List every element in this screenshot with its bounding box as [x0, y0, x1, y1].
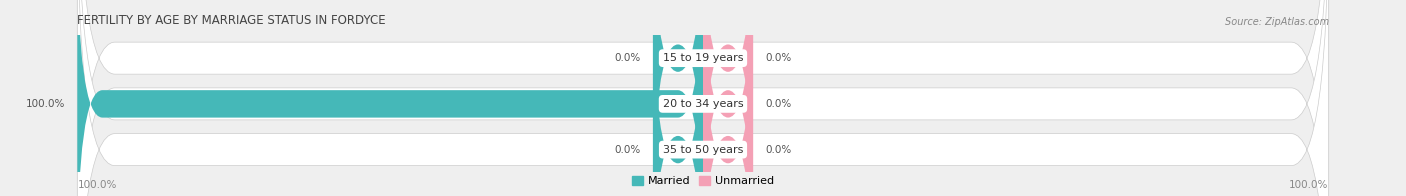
FancyBboxPatch shape — [703, 0, 754, 196]
FancyBboxPatch shape — [77, 0, 1329, 196]
FancyBboxPatch shape — [77, 0, 1329, 196]
FancyBboxPatch shape — [652, 0, 703, 196]
Text: 0.0%: 0.0% — [614, 53, 641, 63]
Text: FERTILITY BY AGE BY MARRIAGE STATUS IN FORDYCE: FERTILITY BY AGE BY MARRIAGE STATUS IN F… — [77, 15, 387, 27]
Text: 100.0%: 100.0% — [25, 99, 65, 109]
FancyBboxPatch shape — [652, 0, 703, 196]
Text: 0.0%: 0.0% — [765, 99, 792, 109]
Text: 0.0%: 0.0% — [765, 53, 792, 63]
Legend: Married, Unmarried: Married, Unmarried — [627, 171, 779, 191]
Text: 0.0%: 0.0% — [765, 145, 792, 155]
FancyBboxPatch shape — [77, 0, 1329, 196]
Text: 100.0%: 100.0% — [1289, 180, 1329, 190]
Text: 100.0%: 100.0% — [77, 180, 117, 190]
Text: 20 to 34 years: 20 to 34 years — [662, 99, 744, 109]
Text: Source: ZipAtlas.com: Source: ZipAtlas.com — [1225, 17, 1329, 27]
FancyBboxPatch shape — [703, 0, 754, 196]
FancyBboxPatch shape — [77, 0, 703, 196]
FancyBboxPatch shape — [703, 0, 754, 196]
Text: 35 to 50 years: 35 to 50 years — [662, 145, 744, 155]
Text: 15 to 19 years: 15 to 19 years — [662, 53, 744, 63]
Text: 0.0%: 0.0% — [614, 145, 641, 155]
